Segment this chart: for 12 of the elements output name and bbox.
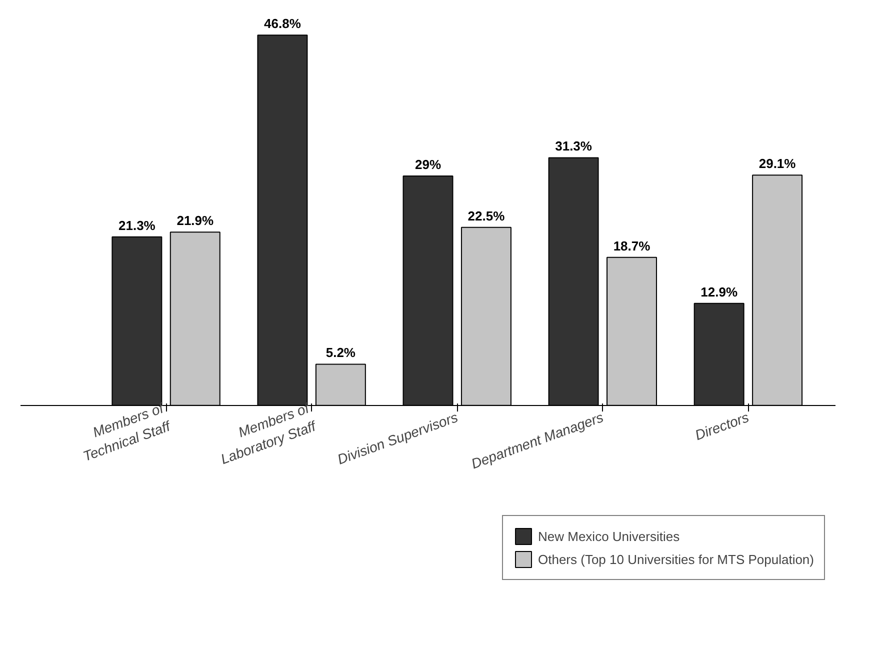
- data-label: 29%: [414, 156, 442, 172]
- legend-label: Others (Top 10 Universities for MTS Population): [538, 552, 814, 566]
- legend-label: New Mexico Universities: [538, 528, 680, 544]
- data-label: 5.2%: [326, 345, 356, 360]
- data-label: 31.3%: [555, 138, 592, 154]
- data-label: 18.7%: [613, 238, 651, 254]
- data-label: 21.3%: [118, 218, 156, 233]
- data-label: 29.1%: [758, 156, 796, 172]
- data-label: 21.9%: [176, 213, 214, 228]
- data-label: 22.5%: [468, 208, 506, 224]
- data-label: 12.9%: [700, 284, 738, 300]
- data-label: 46.8%: [264, 16, 302, 32]
